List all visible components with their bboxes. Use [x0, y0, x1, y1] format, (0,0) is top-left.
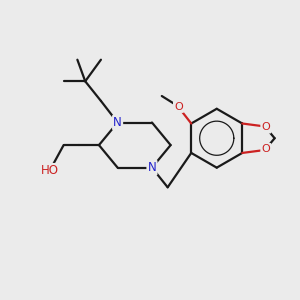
- Text: N: N: [113, 116, 122, 129]
- Text: N: N: [148, 161, 156, 174]
- Text: O: O: [261, 122, 270, 132]
- Text: O: O: [174, 102, 183, 112]
- Text: HO: HO: [41, 164, 59, 177]
- Text: O: O: [261, 144, 270, 154]
